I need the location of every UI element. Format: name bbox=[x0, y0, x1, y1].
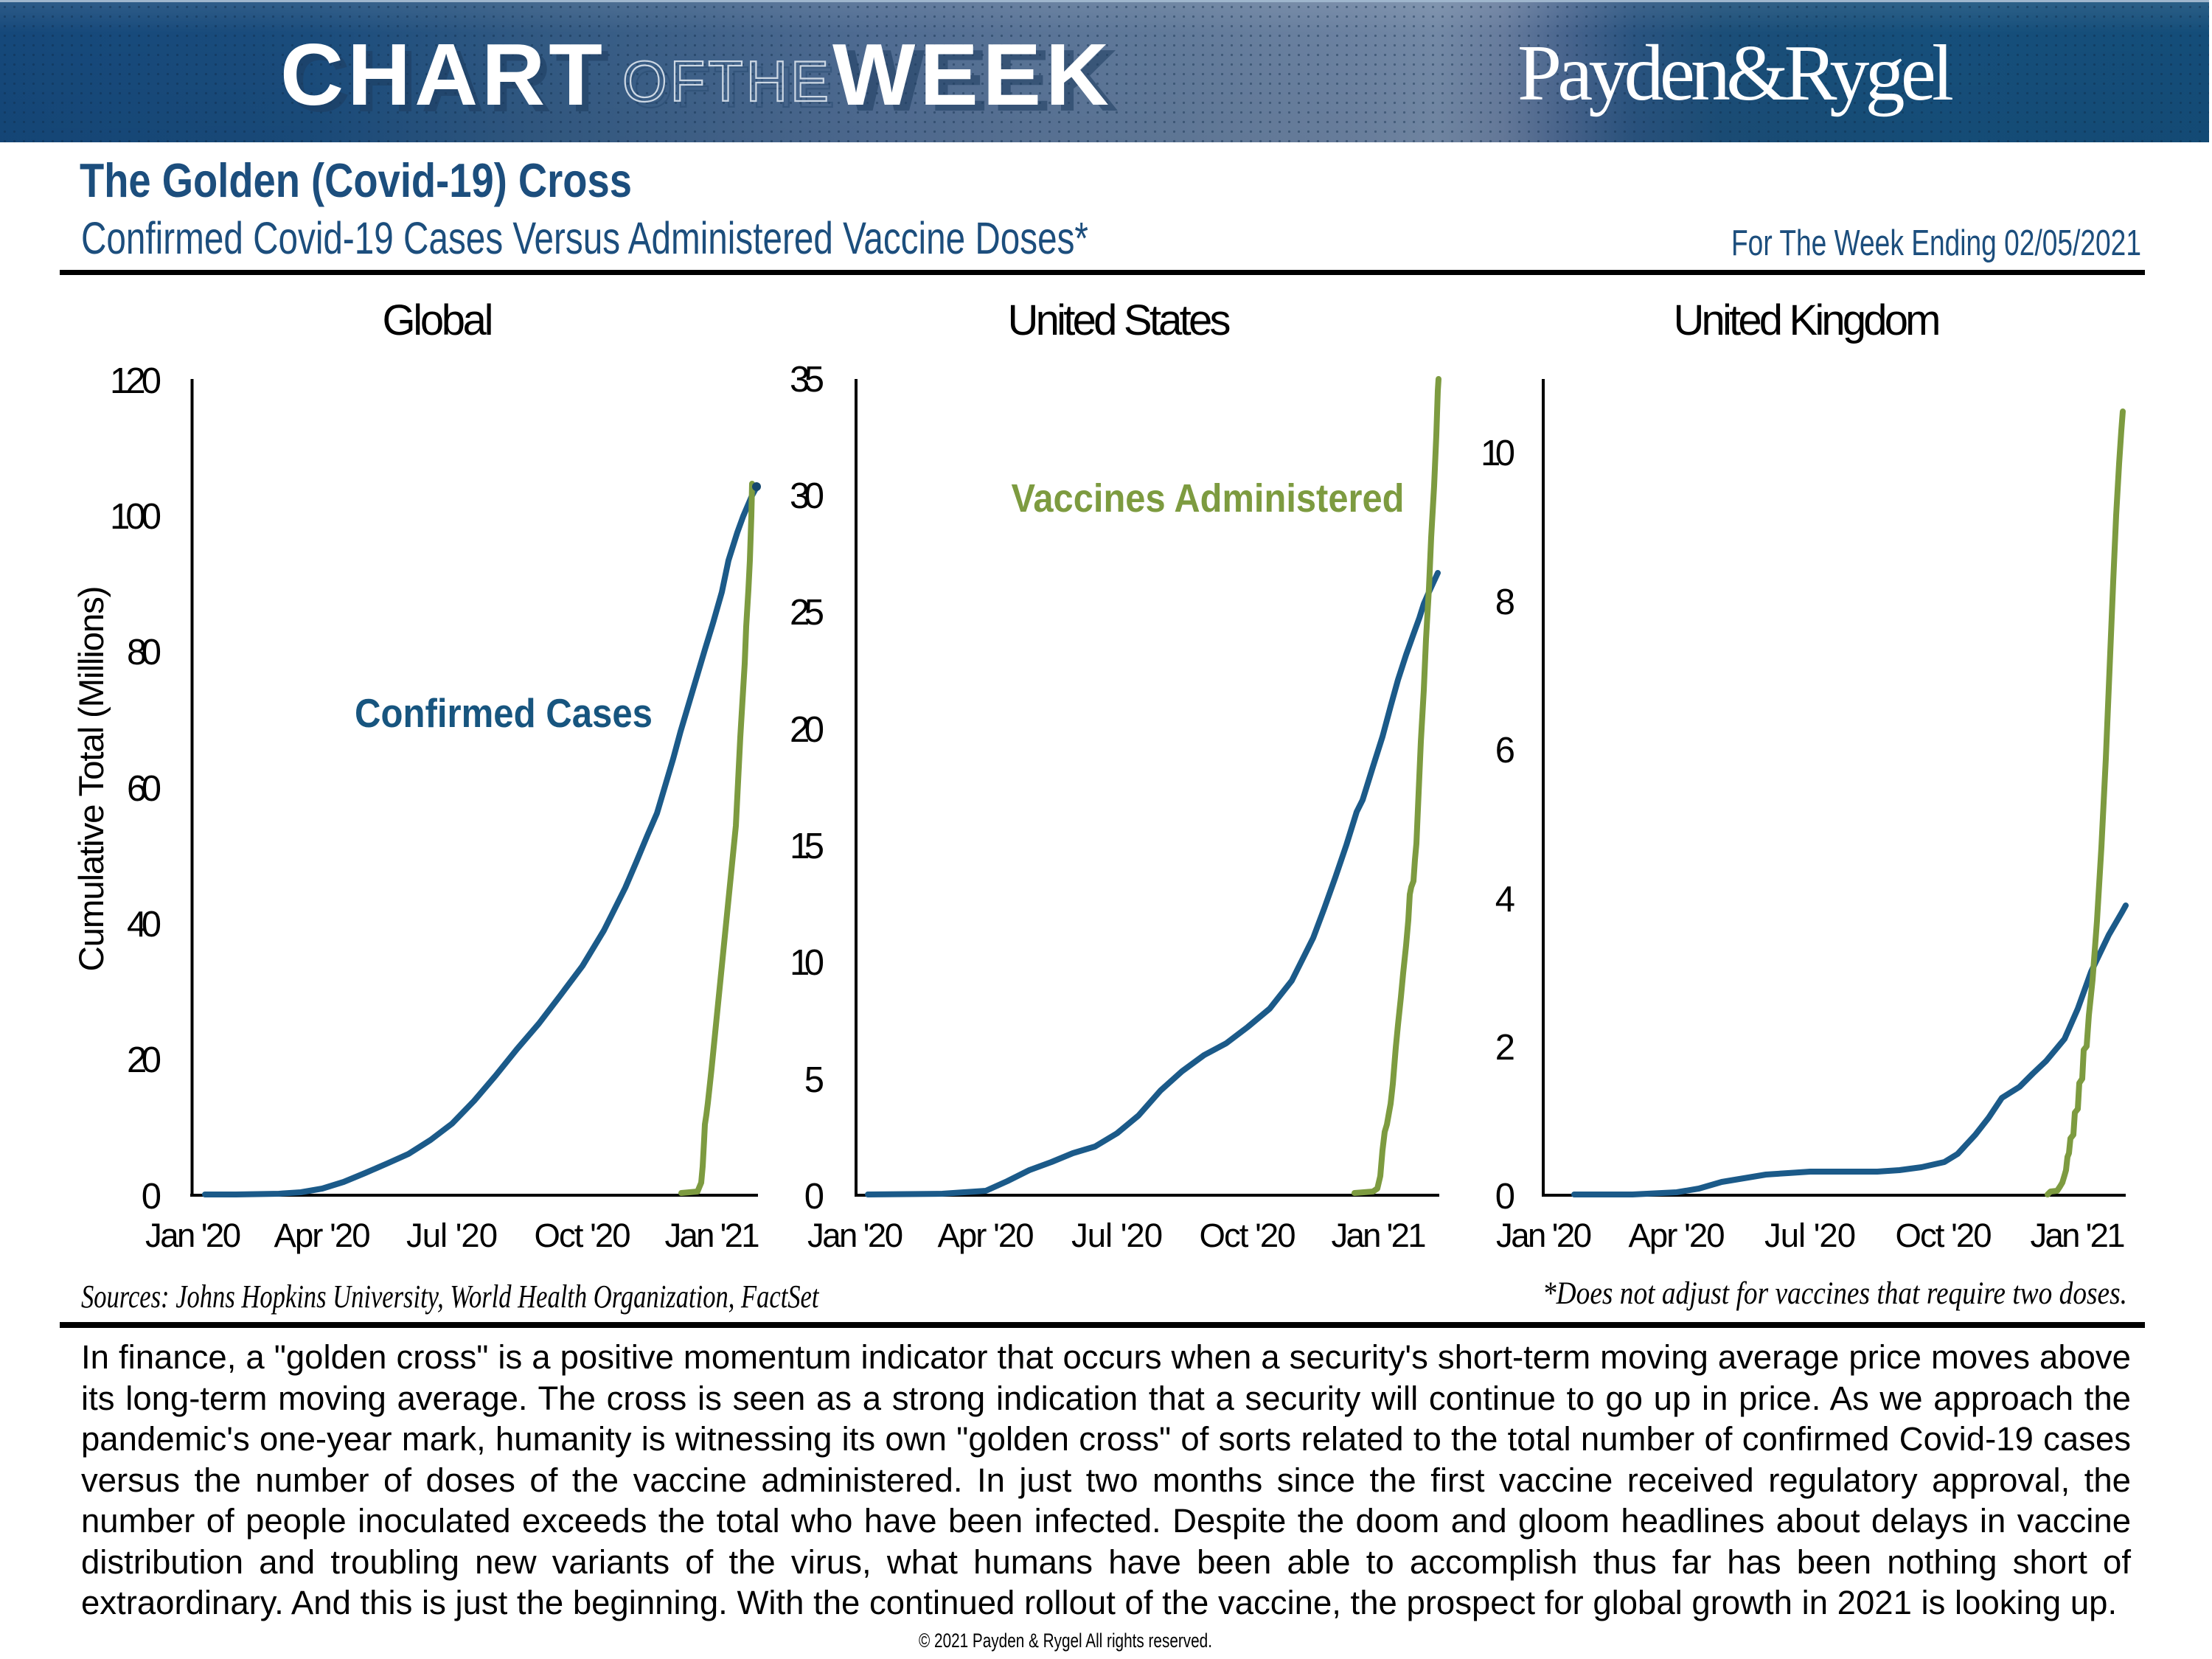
svg-text:Apr '20: Apr '20 bbox=[1629, 1217, 1725, 1254]
svg-text:United States: United States bbox=[1008, 296, 1231, 344]
svg-text:4: 4 bbox=[1495, 880, 1515, 919]
svg-text:Jan '20: Jan '20 bbox=[1496, 1217, 1592, 1254]
svg-text:United Kingdom: United Kingdom bbox=[1674, 296, 1941, 344]
svg-text:CHART: CHART bbox=[287, 32, 609, 131]
svg-text:35: 35 bbox=[790, 360, 824, 400]
svg-text:25: 25 bbox=[790, 593, 824, 633]
svg-text:Apr '20: Apr '20 bbox=[274, 1217, 371, 1254]
svg-text:Cumulative Total (Millions): Cumulative Total (Millions) bbox=[72, 586, 111, 972]
svg-text:Jul '20: Jul '20 bbox=[1764, 1217, 1856, 1254]
svg-text:Jan '21: Jan '21 bbox=[665, 1217, 760, 1254]
svg-text:Payden&Rygel: Payden&Rygel bbox=[1517, 29, 1954, 117]
svg-text:6: 6 bbox=[1495, 731, 1515, 771]
svg-text:Jan '20: Jan '20 bbox=[807, 1217, 903, 1254]
svg-text:2: 2 bbox=[1495, 1028, 1515, 1068]
svg-text:0: 0 bbox=[1495, 1177, 1515, 1217]
svg-text:120: 120 bbox=[110, 361, 161, 401]
svg-text:Jan '20: Jan '20 bbox=[145, 1217, 241, 1254]
svg-text:OFTHE: OFTHE bbox=[628, 55, 835, 119]
svg-text:Global: Global bbox=[383, 296, 494, 344]
svg-text:Vaccines Administered: Vaccines Administered bbox=[1012, 476, 1405, 521]
svg-text:20: 20 bbox=[790, 710, 824, 750]
svg-text:80: 80 bbox=[127, 633, 161, 672]
svg-text:OFTHE: OFTHE bbox=[622, 49, 829, 114]
svg-text:WEEK: WEEK bbox=[832, 26, 1109, 124]
svg-text:0: 0 bbox=[804, 1177, 824, 1217]
svg-text:Confirmed Cases: Confirmed Cases bbox=[355, 690, 653, 736]
svg-text:Oct '20: Oct '20 bbox=[1200, 1217, 1296, 1254]
svg-text:WEEK: WEEK bbox=[842, 32, 1119, 130]
svg-text:Jul '20: Jul '20 bbox=[406, 1217, 498, 1254]
svg-text:Jan '21: Jan '21 bbox=[1332, 1217, 1427, 1254]
svg-text:30: 30 bbox=[790, 476, 824, 516]
svg-text:CHART: CHART bbox=[280, 26, 602, 124]
svg-text:20: 20 bbox=[127, 1040, 161, 1080]
svg-text:15: 15 bbox=[790, 827, 824, 866]
svg-text:5: 5 bbox=[804, 1060, 824, 1100]
svg-text:100: 100 bbox=[110, 497, 161, 537]
svg-text:10: 10 bbox=[1481, 434, 1515, 473]
svg-text:Apr '20: Apr '20 bbox=[938, 1217, 1034, 1254]
svg-text:10: 10 bbox=[790, 943, 824, 983]
svg-text:Jul '20: Jul '20 bbox=[1071, 1217, 1163, 1254]
svg-text:60: 60 bbox=[127, 769, 161, 809]
svg-text:Oct '20: Oct '20 bbox=[1896, 1217, 1992, 1254]
svg-text:40: 40 bbox=[127, 905, 161, 945]
svg-text:0: 0 bbox=[142, 1177, 161, 1217]
svg-text:Oct '20: Oct '20 bbox=[535, 1217, 631, 1254]
svg-text:8: 8 bbox=[1495, 582, 1515, 622]
svg-text:Jan '21: Jan '21 bbox=[2031, 1217, 2126, 1254]
